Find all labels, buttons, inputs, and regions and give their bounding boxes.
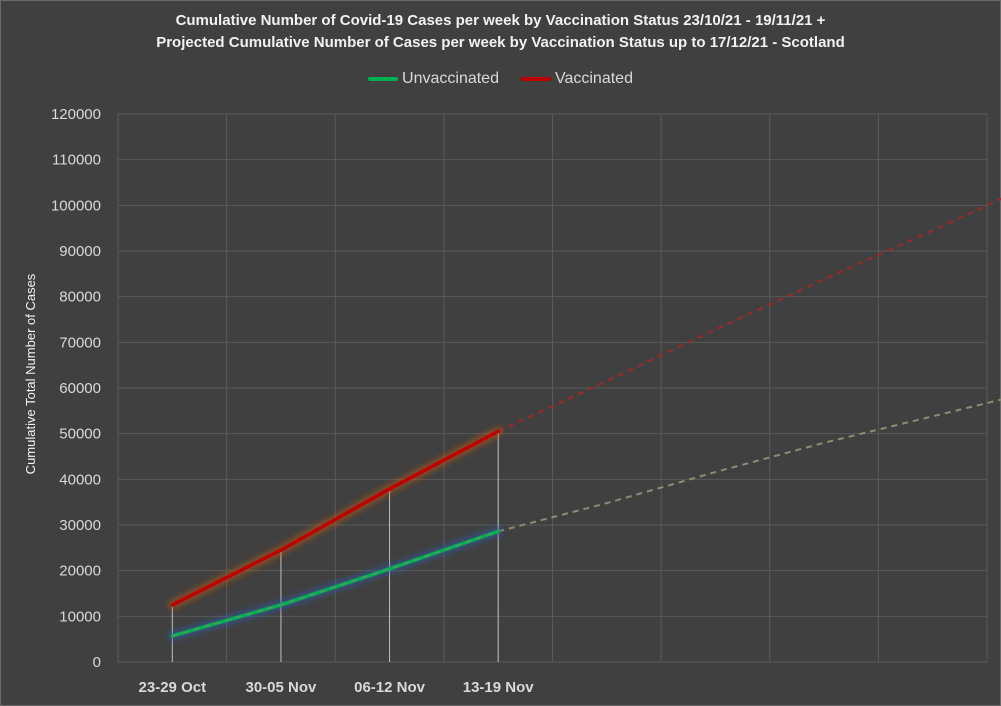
chart-legend: Unvaccinated Vaccinated xyxy=(0,70,1001,88)
data-point-vaccinated-3 xyxy=(496,429,500,433)
y-tick-label-7: 70000 xyxy=(59,334,101,351)
y-axis-label: Cumulative Total Number of Cases xyxy=(23,273,38,474)
legend-item-unvaccinated: Unvaccinated xyxy=(368,70,499,88)
data-point-unvaccinated-2 xyxy=(388,567,392,571)
y-tick-label-6: 60000 xyxy=(59,380,101,397)
data-point-vaccinated-2 xyxy=(388,487,392,491)
series-layer xyxy=(167,197,1001,641)
chart-title-line-1: Cumulative Number of Covid-19 Cases per … xyxy=(175,12,826,29)
y-tick-label-8: 80000 xyxy=(59,289,101,306)
y-tick-label-0: 0 xyxy=(93,654,101,671)
legend-swatch-vaccinated xyxy=(520,77,551,81)
x-tick-label-0: 23-29 Oct xyxy=(139,679,207,696)
projection-line-unvaccinated xyxy=(497,398,1001,533)
series-trend-unvaccinated xyxy=(172,530,499,637)
y-tick-label-9: 90000 xyxy=(59,243,101,260)
data-point-vaccinated-0 xyxy=(170,603,174,607)
y-tick-label-5: 50000 xyxy=(59,426,101,443)
y-tick-label-1: 10000 xyxy=(59,608,101,625)
x-tick-label-3: 13-19 Nov xyxy=(463,679,535,696)
series-line-vaccinated xyxy=(170,429,500,607)
data-point-vaccinated-1 xyxy=(279,548,283,552)
x-tick-label-1: 30-05 Nov xyxy=(246,679,318,696)
y-axis-ticks: 0 10000 20000 30000 40000 50000 60000 70000 8000… xyxy=(51,106,101,671)
x-axis-ticks: 23-29 Oct 30-05 Nov 06-12 Nov 13-19 Nov xyxy=(139,679,535,696)
chart-title-line-2: Projected Cumulative Number of Cases per… xyxy=(156,34,845,51)
legend-item-vaccinated: Vaccinated xyxy=(520,70,633,88)
projection-line-vaccinated xyxy=(497,197,1001,433)
x-tick-label-2: 06-12 Nov xyxy=(354,679,426,696)
grid xyxy=(117,113,988,663)
y-tick-label-10: 100000 xyxy=(51,197,101,214)
y-tick-label-12: 120000 xyxy=(51,106,101,123)
y-tick-label-3: 30000 xyxy=(59,517,101,534)
chart-title: Cumulative Number of Covid-19 Cases per … xyxy=(0,10,1001,54)
legend-label-unvaccinated: Unvaccinated xyxy=(402,70,499,87)
y-tick-label-11: 110000 xyxy=(52,152,101,169)
drop-lines xyxy=(171,431,499,662)
legend-swatch-unvaccinated xyxy=(368,77,399,81)
y-tick-label-2: 20000 xyxy=(59,563,101,580)
y-tick-label-4: 40000 xyxy=(59,471,101,488)
legend-label-vaccinated: Vaccinated xyxy=(554,70,633,87)
